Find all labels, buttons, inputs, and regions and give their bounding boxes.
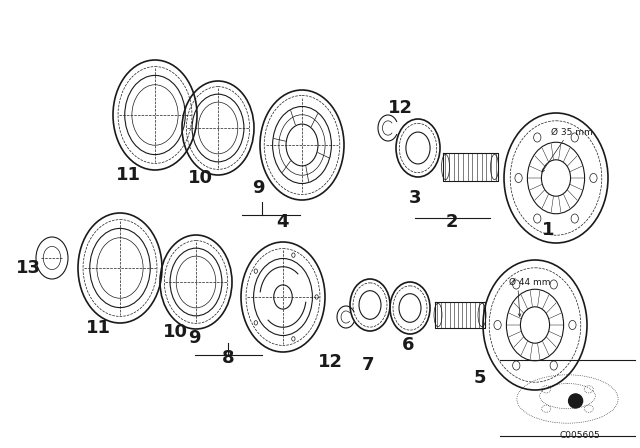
Text: 2: 2 [445, 213, 458, 231]
Text: 10: 10 [188, 169, 212, 187]
Text: 11: 11 [115, 166, 141, 184]
Circle shape [568, 394, 582, 408]
Text: 1: 1 [541, 221, 554, 239]
Text: 12: 12 [387, 99, 413, 117]
Text: 11: 11 [86, 319, 111, 337]
Text: C005605: C005605 [559, 431, 600, 439]
Text: 13: 13 [15, 259, 40, 277]
Text: 7: 7 [362, 356, 374, 374]
Text: 8: 8 [221, 349, 234, 367]
Text: 4: 4 [276, 213, 288, 231]
Text: 10: 10 [163, 323, 188, 341]
Text: 6: 6 [402, 336, 414, 354]
Text: 9: 9 [188, 329, 200, 347]
Text: 3: 3 [409, 189, 421, 207]
Text: 9: 9 [252, 179, 264, 197]
Text: 5: 5 [474, 369, 486, 387]
Text: 12: 12 [317, 353, 342, 371]
Text: Ø 44 mm: Ø 44 mm [509, 277, 551, 287]
Text: Ø 35 mm: Ø 35 mm [551, 128, 593, 137]
